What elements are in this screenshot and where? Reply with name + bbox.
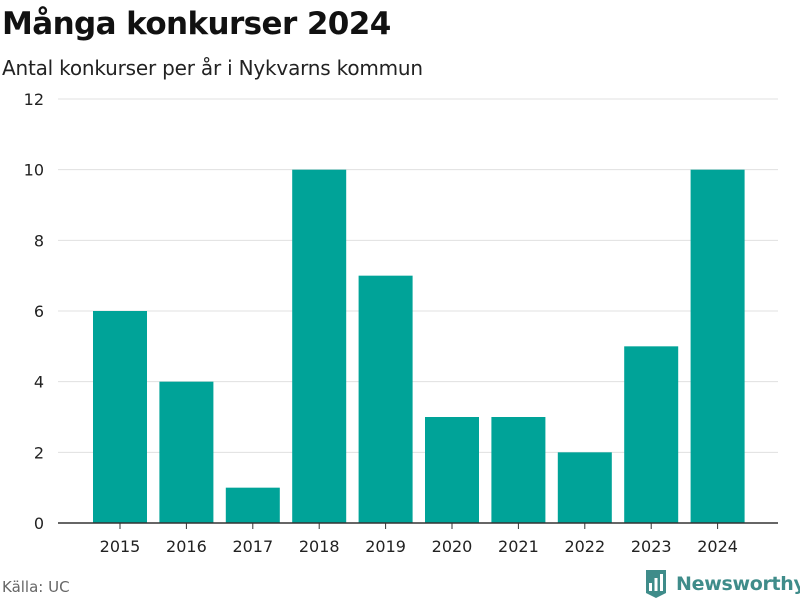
bars <box>93 169 745 523</box>
bar-2017 <box>225 487 280 523</box>
y-tick-label: 4 <box>34 373 44 392</box>
bar-2018 <box>292 169 347 523</box>
bar-2016 <box>159 381 214 523</box>
source-note: Källa: UC <box>2 578 70 596</box>
x-tick-label: 2016 <box>166 537 207 556</box>
y-tick-label: 0 <box>34 514 44 533</box>
bar-2019 <box>358 275 413 523</box>
y-tick-label: 8 <box>34 231 44 250</box>
y-axis-ticks: 0 2 4 6 8 10 12 <box>24 90 44 533</box>
x-axis-ticks: 2015 2016 2017 2018 2019 2020 2021 2022 2023 2024 <box>100 523 738 556</box>
bar-2023 <box>624 346 679 523</box>
bar-2020 <box>425 417 479 523</box>
y-tick-label: 6 <box>34 302 44 321</box>
x-tick-label: 2023 <box>631 537 672 556</box>
newsworthy-logo-icon <box>646 570 666 598</box>
bar-2022 <box>557 452 612 523</box>
x-tick-label: 2020 <box>432 537 473 556</box>
y-tick-label: 12 <box>24 90 44 109</box>
x-tick-label: 2017 <box>232 537 273 556</box>
x-tick-label: 2018 <box>299 537 340 556</box>
chart-subtitle: Antal konkurser per år i Nykvarns kommun <box>2 56 423 80</box>
brand: Newsworthy <box>644 569 800 599</box>
x-tick-label: 2019 <box>365 537 406 556</box>
x-tick-label: 2024 <box>697 537 738 556</box>
y-tick-label: 10 <box>24 161 44 180</box>
bar-2015 <box>93 311 147 523</box>
x-tick-label: 2021 <box>498 537 539 556</box>
y-tick-label: 2 <box>34 443 44 462</box>
bar-2021 <box>491 417 546 523</box>
brand-name: Newsworthy <box>676 573 800 595</box>
x-tick-label: 2015 <box>100 537 141 556</box>
chart-title: Många konkurser 2024 <box>2 6 391 42</box>
x-tick-label: 2022 <box>564 537 605 556</box>
bar-2024 <box>690 169 745 523</box>
